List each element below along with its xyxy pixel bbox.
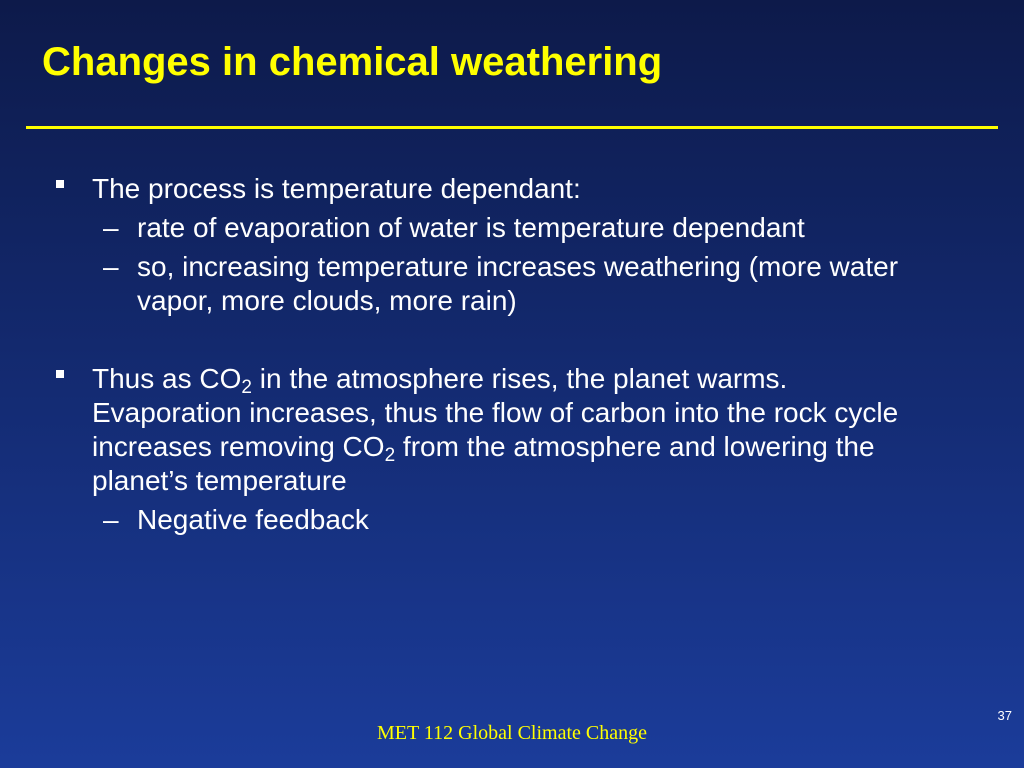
bullet-2-text-part-2: in the atmosphere rises, the planet warm… xyxy=(92,363,899,462)
bullet-1-sub-2-text: so, increasing temperature increases wea… xyxy=(137,251,899,316)
bullet-1-sub-1-text: rate of evaporation of water is temperat… xyxy=(137,212,805,243)
subscript-2: 2 xyxy=(384,445,396,466)
bullet-1: The process is temperature dependant: xyxy=(56,172,922,206)
subscript-2: 2 xyxy=(241,377,252,398)
square-bullet-icon xyxy=(56,180,64,188)
square-bullet-icon xyxy=(56,370,64,378)
bullet-1-text: The process is temperature dependant: xyxy=(92,173,581,204)
bullet-1-sub-2: – so, increasing temperature increases w… xyxy=(103,250,927,318)
slide-title: Changes in chemical weathering xyxy=(42,40,663,84)
slide-footer: MET 112 Global Climate Change xyxy=(377,722,647,744)
bullet-2-sub-1-text: Negative feedback xyxy=(137,504,369,535)
bullet-2: Thus as CO2 in the atmosphere rises, the… xyxy=(56,362,922,498)
slide-content: The process is temperature dependant: – … xyxy=(0,172,1024,537)
bullet-2-text-part-3: from the atmosphere and lowering the pla… xyxy=(92,431,875,496)
title-underline xyxy=(26,126,998,129)
bullet-2-text: Thus as CO2 in the atmosphere rises, the… xyxy=(92,363,898,496)
page-number: 37 xyxy=(997,708,1012,723)
dash-bullet-icon: – xyxy=(103,504,119,535)
dash-bullet-icon: – xyxy=(103,251,119,282)
bullet-2-sub-1: – Negative feedback xyxy=(103,503,927,537)
bullet-1-sub-1: – rate of evaporation of water is temper… xyxy=(103,211,927,245)
bullet-2-text-part-1: Thus as CO xyxy=(92,363,242,394)
dash-bullet-icon: – xyxy=(103,212,119,243)
